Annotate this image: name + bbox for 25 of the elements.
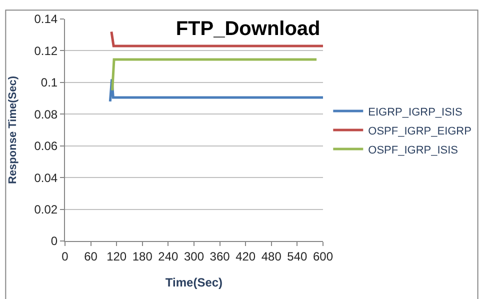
x-axis-title: Time(Sec): [165, 275, 223, 290]
y-tick-label: 0.1: [40, 76, 58, 90]
x-tick-label: 120: [106, 249, 127, 264]
y-tick-label: 0.12: [34, 44, 58, 58]
legend-label: OSPF_IGRP_EIGRP: [368, 125, 472, 138]
y-tick-label: 0.04: [34, 170, 58, 185]
y-tick-label: 0.08: [34, 107, 58, 122]
y-tick-label: 0: [50, 234, 58, 248]
y-tick-label: 0.14: [34, 12, 58, 26]
y-axis-title: Response Time(Sec): [6, 76, 19, 184]
x-tick-label: 420: [236, 249, 256, 264]
x-tick-label: 540: [287, 249, 308, 264]
x-tick-label: 60: [84, 249, 98, 264]
x-tick-label: 240: [158, 249, 179, 264]
legend-label: OSPF_IGRP_ISIS: [368, 144, 458, 156]
x-tick-label: 480: [261, 249, 282, 264]
x-tick-label: 300: [184, 249, 204, 264]
x-tick-label: 0: [62, 249, 69, 264]
legend-label: EIGRP_IGRP_ISIS: [368, 106, 462, 118]
x-tick-label: 600: [312, 249, 334, 264]
y-tick-label: 0.02: [34, 202, 58, 216]
y-tick-label: 0.06: [34, 139, 58, 154]
x-tick-label: 360: [210, 249, 230, 264]
chart-title: FTP_Download: [176, 18, 320, 40]
x-tick-label: 180: [132, 249, 153, 264]
